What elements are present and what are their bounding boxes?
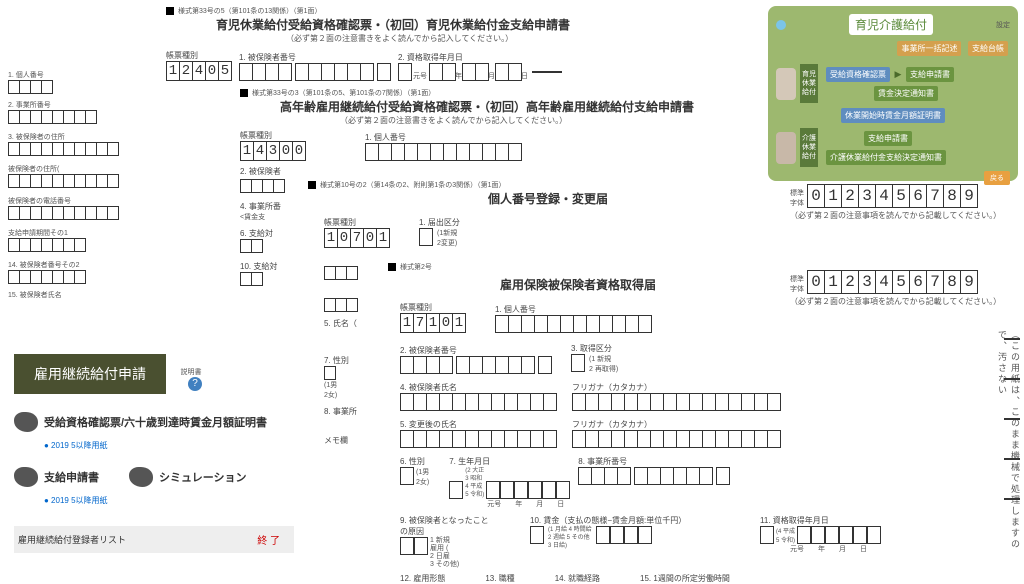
- link-r3[interactable]: シミュレーション: [129, 467, 247, 487]
- f4-title: 雇用保険被保険者資格取得届: [500, 276, 656, 293]
- help-icon[interactable]: ?: [188, 377, 202, 391]
- chip-b2[interactable]: 支給台帳: [968, 41, 1008, 56]
- chip-b1[interactable]: 事業所一括記述: [897, 41, 961, 56]
- sidebar-setting[interactable]: 設定: [996, 20, 1010, 30]
- stub-l2: 2. 事業所番号: [8, 100, 168, 110]
- f2-code: 14300: [240, 141, 305, 161]
- panel-title: 雇用継続給付申請: [14, 354, 166, 394]
- chip-g1a[interactable]: 受給資格確認票: [826, 67, 890, 82]
- chip-g2a[interactable]: 休業開始時賃金月額証明書: [841, 108, 945, 123]
- stone-icon: [129, 467, 153, 487]
- f4-code: 17101: [400, 313, 465, 333]
- f2-header: 様式第33号の3（第101条の5、第101条の7関係）（第1面）: [252, 88, 435, 98]
- f2-title: 高年齢雇用継続給付受給資格確認票・（初回）高年齢雇用継続給付支給申請書: [280, 98, 780, 115]
- chip-g2b[interactable]: 支給申請書: [864, 131, 912, 146]
- sidebar-title: 育児介護給付: [849, 14, 933, 35]
- f1-title: 育児休業給付受給資格確認票・（初回）育児休業給付金支給申請書: [216, 16, 766, 33]
- sublink-r1[interactable]: ● 2019 5以降用紙: [44, 440, 294, 451]
- f4-header: 様式第2号: [400, 262, 432, 272]
- chip-g1c[interactable]: 賃金決定通知書: [874, 86, 938, 101]
- chip-g2c[interactable]: 介護休業給付金支給決定通知書: [826, 150, 946, 165]
- info-icon[interactable]: [776, 20, 786, 30]
- f3-code: 10701: [324, 228, 389, 248]
- f1-note: （必ず第２面の注意書きをよく読んでから記入してください。）: [286, 33, 766, 44]
- f3-header: 様式第10号の2（第14条の2、附則第1条の3関係）（第1面）: [320, 180, 506, 190]
- sidebar-panel: 育児介護給付 設定 事業所一括記述 支給台帳 育児 休業 給付 受給資格確認票 …: [768, 6, 1018, 181]
- stone-icon: [14, 467, 38, 487]
- stub-boxes1: [8, 80, 168, 94]
- left-panel: 雇用継続給付申請 説明書 ? 受給資格確認票/六十歳到達時賃金月額証明書 ● 2…: [14, 354, 294, 553]
- end-button[interactable]: 終 了: [247, 530, 290, 549]
- sublink-r2[interactable]: ● 2019 5以降用紙: [44, 495, 294, 506]
- f1-header: 様式第33号の5（第101条の13関係）（第1面）: [178, 6, 322, 16]
- chip-g1b[interactable]: 支給申請書: [906, 67, 954, 82]
- link-r2[interactable]: 支給申請書: [14, 467, 99, 487]
- stub-l1: 1. 個人番号: [8, 70, 168, 80]
- avatar-caregiving: [776, 132, 796, 164]
- avatar-childcare: [776, 68, 796, 100]
- sidebar-ok[interactable]: 戻る: [984, 171, 1010, 185]
- f1-code: 12405: [166, 61, 231, 81]
- footer-label[interactable]: 雇用継続給付登録者リスト: [18, 533, 126, 546]
- f3-title: 個人番号登録・変更届: [488, 190, 788, 207]
- stone-icon: [14, 412, 38, 432]
- link-r1[interactable]: 受給資格確認票/六十歳到達時賃金月額証明書: [14, 412, 294, 432]
